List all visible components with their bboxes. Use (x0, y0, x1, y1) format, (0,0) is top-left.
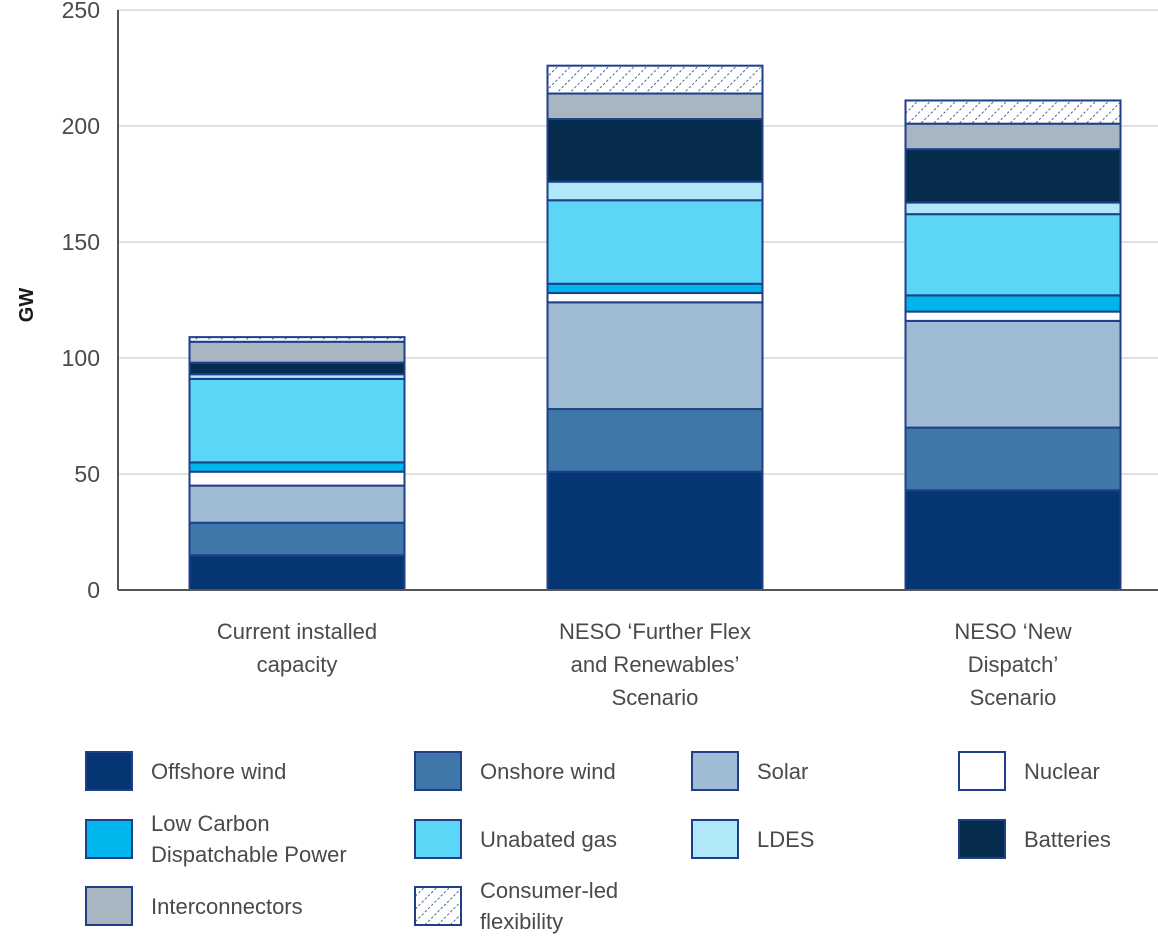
bar-segment-nuclear-2 (546, 292, 764, 304)
y-tick-label-0: 0 (87, 577, 100, 603)
bar-segment-nuclear-3 (904, 310, 1122, 322)
category-label-3-line-2: Dispatch’ (968, 652, 1058, 677)
category-label-2-line-2: and Renewables’ (571, 652, 740, 677)
bar-segment-nuclear-1 (188, 470, 406, 487)
legend-label-low-carbon-dispatchable-power-line-2: Dispatchable Power (151, 842, 347, 867)
bar-segment-unabated-gas-3 (904, 213, 1122, 297)
bar-segment-consumer-led-flexibility-1 (188, 336, 406, 343)
legend-swatch-offshore-wind (85, 751, 133, 791)
y-tick-label-200: 200 (62, 113, 100, 139)
bar-segment-onshore-wind-2 (546, 408, 764, 473)
legend-label-solar: Solar (757, 759, 808, 784)
legend-swatch-solar (691, 751, 739, 791)
bar-segment-solar-1 (188, 484, 406, 524)
category-label-3-line-1: NESO ‘New (954, 619, 1071, 644)
legend-swatch-nuclear (958, 751, 1006, 791)
bar-segment-onshore-wind-1 (188, 521, 406, 557)
legend-label-consumer-led-flexibility-line-1: Consumer-led (480, 878, 618, 903)
legend-swatch-low-carbon-dispatchable-power (85, 819, 133, 859)
legend-swatch-ldes (691, 819, 739, 859)
y-axis-title: GW (16, 288, 38, 323)
bar-segment-solar-3 (904, 319, 1122, 429)
legend-label-onshore-wind: Onshore wind (480, 759, 616, 784)
legend-label-nuclear: Nuclear (1024, 759, 1100, 784)
legend-label-consumer-led-flexibility-line-2: flexibility (480, 909, 563, 934)
bar-segment-batteries-3 (904, 148, 1122, 204)
category-label-1-line-2: capacity (257, 652, 338, 677)
legend-label-low-carbon-dispatchable-power-line-1: Low Carbon (151, 811, 270, 836)
legend-swatch-onshore-wind (414, 751, 462, 791)
bar-segment-low-carbon-dispatchable-power-2 (546, 282, 764, 295)
y-tick-label-100: 100 (62, 345, 100, 371)
bar-segment-offshore-wind-3 (904, 489, 1122, 591)
bar-segment-offshore-wind-1 (188, 554, 406, 592)
legend-label-batteries: Batteries (1024, 827, 1111, 852)
bar-segment-offshore-wind-2 (546, 470, 764, 591)
category-label-3-line-3: Scenario (970, 685, 1057, 710)
legend-swatch-consumer-led-flexibility (414, 886, 462, 926)
bar-segment-consumer-led-flexibility-2 (546, 64, 764, 95)
legend-label-offshore-wind: Offshore wind (151, 759, 286, 784)
bar-segment-unabated-gas-2 (546, 199, 764, 285)
bar-segment-low-carbon-dispatchable-power-1 (188, 461, 406, 473)
bar-segment-ldes-2 (546, 180, 764, 202)
legend-label-interconnectors: Interconnectors (151, 894, 303, 919)
legend-swatch-batteries (958, 819, 1006, 859)
category-labels: Current installed capacity NESO ‘Further F… (217, 619, 1072, 710)
bar-segment-interconnectors-2 (546, 92, 764, 121)
bar-segment-batteries-2 (546, 118, 764, 183)
bar-segment-interconnectors-3 (904, 122, 1122, 151)
axes: 0 50 100 150 200 250 GW (16, 0, 1158, 603)
category-label-2-line-3: Scenario (612, 685, 699, 710)
bar-segment-low-carbon-dispatchable-power-3 (904, 294, 1122, 313)
legend-label-unabated-gas: Unabated gas (480, 827, 617, 852)
legend: Offshore wind Onshore wind Solar Nuclear Low… (85, 751, 1111, 934)
bar-segment-consumer-led-flexibility-3 (904, 99, 1122, 125)
legend-label-ldes: LDES (757, 827, 814, 852)
bar-segment-interconnectors-1 (188, 340, 406, 364)
bar-segment-unabated-gas-1 (188, 377, 406, 464)
bar-segment-onshore-wind-3 (904, 426, 1122, 492)
bar-segment-ldes-3 (904, 201, 1122, 216)
bars (188, 64, 1122, 592)
y-tick-label-150: 150 (62, 229, 100, 255)
y-tick-label-50: 50 (74, 461, 100, 487)
legend-swatch-unabated-gas (414, 819, 462, 859)
bar-segment-solar-2 (546, 301, 764, 411)
category-label-2-line-1: NESO ‘Further Flex (559, 619, 751, 644)
y-tick-label-250: 250 (62, 0, 100, 23)
bar-segment-batteries-1 (188, 361, 406, 376)
legend-swatch-interconnectors (85, 886, 133, 926)
category-label-1-line-1: Current installed (217, 619, 377, 644)
